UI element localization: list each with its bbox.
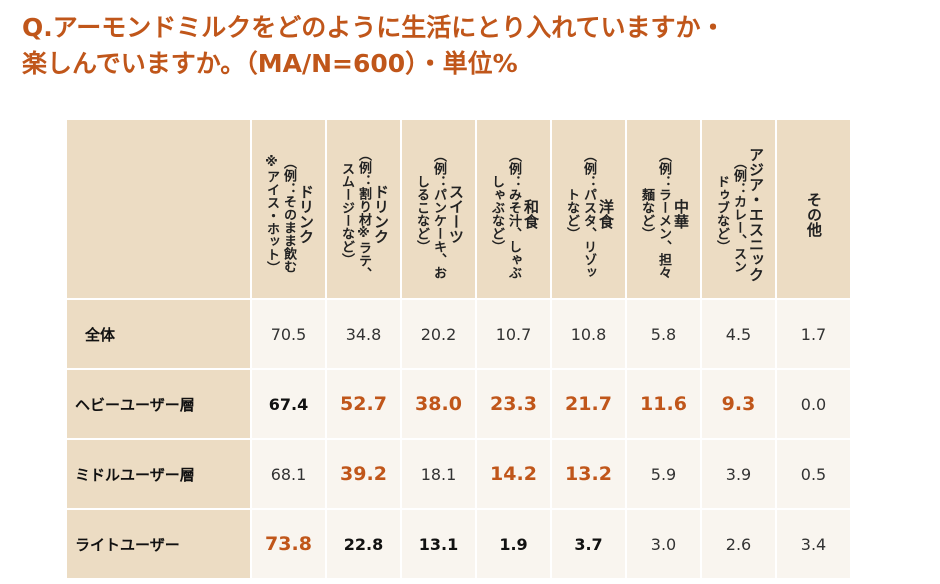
cell-value: 1.7 [775, 298, 852, 370]
cell-value: 23.3 [475, 368, 552, 440]
header-line: 麺など） [639, 188, 654, 240]
column-header: ドリンク （例：そのまま飲む ※アイス・ホット） [250, 118, 327, 300]
column-header-text: アジア・エスニック （例：カレー、スン ドゥブなど） [713, 130, 765, 298]
column-header-text: その他 [805, 130, 823, 298]
cell-value: 38.0 [400, 368, 477, 440]
column-header: 中華 （例：ラーメン、担々 麺など） [625, 118, 702, 300]
cell-value: 73.8 [250, 508, 327, 580]
column-header: 和食 （例：みそ汁、しゃぶ しゃぶなど） [475, 118, 552, 300]
header-line: （例：割り材※ラテ、 [356, 148, 371, 280]
cell-value: 3.9 [700, 438, 777, 510]
column-header-text: ドリンク （例：割り材※ラテ、 スムージーなど） [338, 130, 390, 298]
cell-value: 5.9 [625, 438, 702, 510]
header-line: スイーツ [447, 184, 465, 244]
cell-value: 3.7 [550, 508, 627, 580]
cell-value: 10.8 [550, 298, 627, 370]
header-line: しるこなど） [414, 175, 429, 253]
column-header: スイーツ （例：パンケーキ、お しるこなど） [400, 118, 477, 300]
header-line: ドゥブなど） [714, 175, 729, 253]
data-row: ライトユーザー 73.8 22.8 13.1 1.9 3.7 3.0 2.6 3.4 [65, 508, 852, 580]
cell-value: 2.6 [700, 508, 777, 580]
title-line: Q.アーモンドミルクをどのように生活にとり入れていますか・ [22, 13, 726, 42]
title: Q.アーモンドミルクをどのように生活にとり入れていますか・ 楽しんでいますか。（… [22, 10, 726, 82]
header-line: （例：カレー、スン [731, 155, 746, 273]
cell-value: 0.0 [775, 368, 852, 440]
cell-value: 11.6 [625, 368, 702, 440]
header-line: 和食 [522, 199, 540, 229]
cell-value: 70.5 [250, 298, 327, 370]
title-line: 楽しんでいますか。（MA/N=600）・単位% [22, 49, 518, 78]
header-line: （例：パンケーキ、お [431, 149, 446, 279]
table: ドリンク （例：そのまま飲む ※アイス・ホット） ドリンク （例：割り材※ラテ、 スムージ… [65, 118, 852, 580]
cell-value: 21.7 [550, 368, 627, 440]
cell-value: 52.7 [325, 368, 402, 440]
row-label: ライトユーザー [65, 508, 252, 580]
header-line: （例：そのまま飲む [281, 155, 296, 273]
header-line: （例：パスタ、リゾッ [581, 149, 596, 279]
cell-value: 68.1 [250, 438, 327, 510]
cell-value: 3.0 [625, 508, 702, 580]
cell-value: 22.8 [325, 508, 402, 580]
cell-value: 39.2 [325, 438, 402, 510]
row-label: 全体 [65, 298, 252, 370]
header-line: 中華 [672, 199, 690, 229]
cell-value: 34.8 [325, 298, 402, 370]
header-line: アジア・エスニック [747, 146, 765, 282]
column-header: アジア・エスニック （例：カレー、スン ドゥブなど） [700, 118, 777, 300]
column-header-text: 中華 （例：ラーメン、担々 麺など） [638, 130, 690, 298]
header-line: ドリンク [297, 184, 315, 244]
cell-value: 4.5 [700, 298, 777, 370]
cell-value: 3.4 [775, 508, 852, 580]
cell-value: 1.9 [475, 508, 552, 580]
cell-value: 10.7 [475, 298, 552, 370]
header-line: 洋食 [597, 199, 615, 229]
column-header-text: ドリンク （例：そのまま飲む ※アイス・ホット） [263, 130, 315, 298]
data-row: ヘビーユーザー層 67.4 52.7 38.0 23.3 21.7 11.6 9.3 0.0 [65, 368, 852, 440]
cell-value: 20.2 [400, 298, 477, 370]
data-row: 全体 70.5 34.8 20.2 10.7 10.8 5.8 4.5 1.7 [65, 298, 852, 370]
cell-value: 9.3 [700, 368, 777, 440]
header-row: ドリンク （例：そのまま飲む ※アイス・ホット） ドリンク （例：割り材※ラテ、 スムージ… [65, 118, 852, 300]
header-line: （例：みそ汁、しゃぶ [506, 149, 521, 279]
header-line: スムージーなど） [339, 162, 354, 266]
cell-value: 67.4 [250, 368, 327, 440]
cell-value: 18.1 [400, 438, 477, 510]
cell-value: 5.8 [625, 298, 702, 370]
cell-value: 14.2 [475, 438, 552, 510]
header-line: その他 [805, 191, 823, 237]
column-header: その他 [775, 118, 852, 300]
cell-value: 13.2 [550, 438, 627, 510]
column-header: ドリンク （例：割り材※ラテ、 スムージーなど） [325, 118, 402, 300]
column-header: 洋食 （例：パスタ、リゾッ トなど） [550, 118, 627, 300]
header-line: （例：ラーメン、担々 [656, 149, 671, 279]
column-header-text: スイーツ （例：パンケーキ、お しるこなど） [413, 130, 465, 298]
header-line: しゃぶなど） [489, 175, 504, 253]
row-label: ミドルユーザー層 [65, 438, 252, 510]
header-line: ドリンク [372, 184, 390, 244]
column-header-text: 和食 （例：みそ汁、しゃぶ しゃぶなど） [488, 130, 540, 298]
cell-value: 13.1 [400, 508, 477, 580]
data-row: ミドルユーザー層 68.1 39.2 18.1 14.2 13.2 5.9 3.9 0.5 [65, 438, 852, 510]
corner-cell [65, 118, 252, 300]
header-line: トなど） [564, 188, 579, 240]
column-header-text: 洋食 （例：パスタ、リゾッ トなど） [563, 130, 615, 298]
cell-value: 0.5 [775, 438, 852, 510]
row-label: ヘビーユーザー層 [65, 368, 252, 440]
header-line: ※アイス・ホット） [264, 154, 279, 274]
